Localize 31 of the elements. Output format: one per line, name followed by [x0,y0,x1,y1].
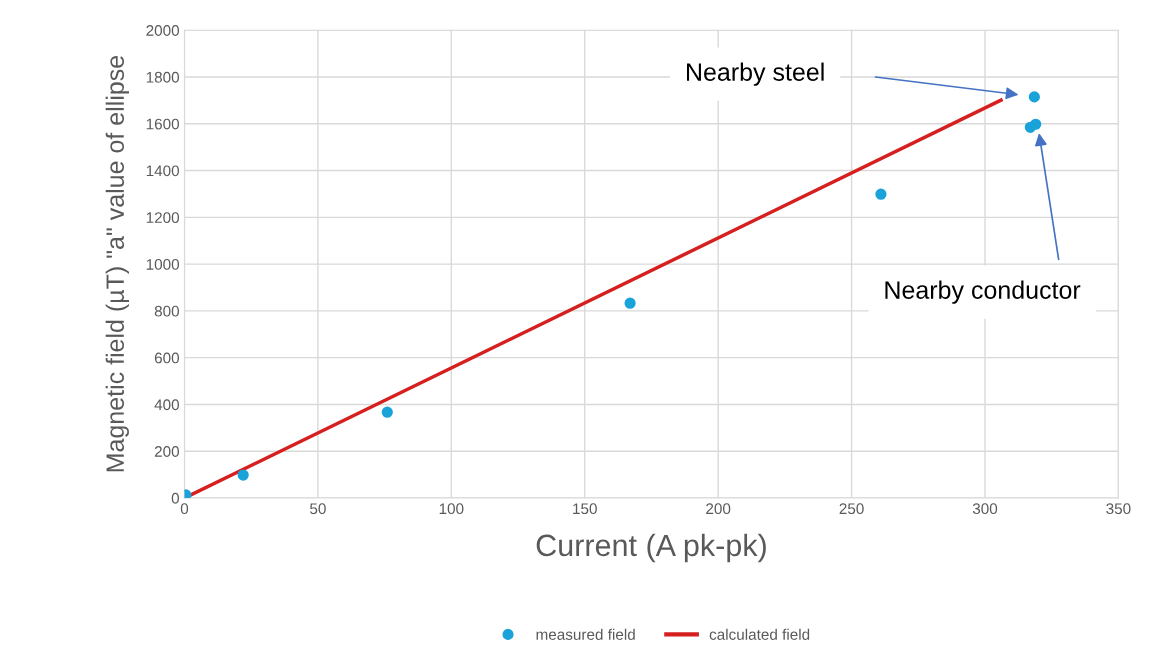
annotation: Nearby conductor [885,280,1081,304]
y-tick-label: 200 [154,446,180,457]
x-tick-label: 350 [1106,503,1131,515]
x-tick-label: 300 [972,503,998,515]
y-tick-label: 400 [154,399,180,411]
y-tick-label: 1000 [146,258,180,270]
point [624,297,636,309]
point [1028,91,1040,103]
x-tick-label: 50 [310,503,326,515]
x-tick-label: 250 [839,503,864,515]
y-tick-label: 0 [171,492,180,504]
legend-label: measured field [536,628,635,640]
annotation: Nearby steel [686,62,824,86]
legend-label: calculated field [709,628,810,640]
y-tick-label: 1800 [146,71,180,83]
y-tick-label: 800 [154,305,180,317]
y-axis-title: Magnetic field (µT) "a" value of ellipse [105,55,129,472]
y-tick-label: 1200 [146,212,180,224]
point [875,188,887,200]
y-tick-label: 1600 [146,118,180,130]
x-tick-label: 200 [706,503,731,515]
point [1030,118,1042,130]
x-tick-label: 0 [180,503,189,515]
y-tick-label: 600 [154,352,180,364]
point [381,406,393,418]
x-axis-title: Current (A pk-pk) [536,533,766,563]
x-tick-label: 150 [573,503,597,515]
y-tick-label: 1400 [146,165,180,177]
point [237,469,249,481]
x-tick-label: 100 [439,503,464,515]
y-tick-label: 2000 [146,25,180,36]
